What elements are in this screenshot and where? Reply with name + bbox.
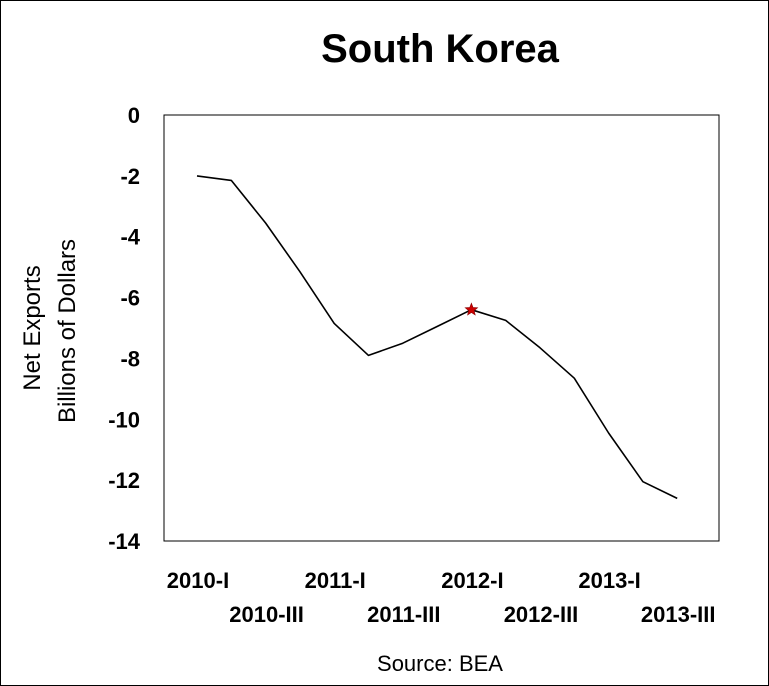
x-tick-label: 2011-III xyxy=(367,602,440,627)
y-tick-label: -14 xyxy=(108,529,141,554)
x-tick-label: 2011-I xyxy=(305,568,366,593)
series-group xyxy=(196,175,678,500)
x-tick-label: 2013-III xyxy=(641,602,716,627)
x-tick-label: 2010-I xyxy=(167,568,229,593)
x-tick-label: 2010-III xyxy=(229,602,304,627)
chart-title: South Korea xyxy=(321,27,560,71)
x-tick-label: 2012-I xyxy=(441,568,503,593)
x-tick-label: 2013-I xyxy=(578,568,640,593)
series-line xyxy=(196,175,678,500)
y-axis-ticks: 0 -2 -4 -6 -8 -10 -12 -14 xyxy=(108,103,141,554)
y-tick-label: -10 xyxy=(108,407,140,432)
y-tick-label: -12 xyxy=(108,468,140,493)
highlight-star-marker xyxy=(464,302,479,316)
y-axis-label-line-2: Billions of Dollars xyxy=(54,239,81,423)
x-tick-label: 2012-III xyxy=(504,602,579,627)
y-tick-label: -8 xyxy=(120,346,140,371)
y-axis-label-line-1: Net Exports xyxy=(19,265,46,390)
plot-area xyxy=(163,114,720,542)
source-note: Source: BEA xyxy=(377,651,503,676)
y-tick-label: -4 xyxy=(120,225,140,250)
x-axis-ticks: 2010-I2010-III2011-I2011-III2012-I2012-I… xyxy=(167,568,716,627)
y-tick-label: -6 xyxy=(120,286,140,311)
y-tick-label: 0 xyxy=(128,103,140,128)
y-tick-label: -2 xyxy=(120,164,140,189)
